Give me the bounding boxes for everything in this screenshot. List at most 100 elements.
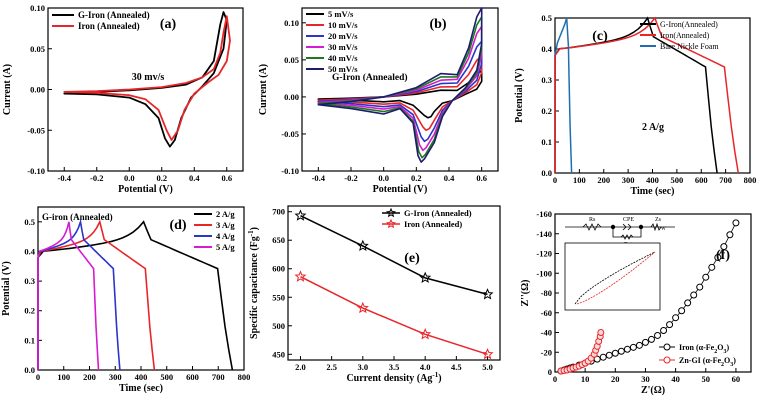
y-tick-label: 0.00 [30,85,45,95]
data-point [605,351,613,359]
legend-label: G-Iron (Annealed) [78,10,150,20]
x-tick-label: 0.2 [156,173,167,183]
y-tick-label: 0.2 [541,106,552,116]
data-point [419,271,432,283]
y-tick-label: 0.5 [24,217,35,227]
y-tick-label: -140 [536,229,552,239]
x-tick-label: 30 [641,374,650,384]
y-tick-label: 0.0 [24,365,35,375]
x-tick-label: 700 [719,175,732,185]
x-tick-label: 0.2 [411,173,422,183]
data-point [684,299,692,307]
panel-label: (b) [429,17,446,32]
legend-label-part: 2 [714,349,717,355]
legend-label: 3 A/g [216,220,235,230]
legend-label: 5 A/g [216,242,235,252]
x-tick-label: 800 [238,372,251,382]
inset-frame [564,242,661,311]
y-tick-label: 0.4 [541,44,552,54]
data-point [641,338,649,346]
series-line [317,40,483,143]
data-point [647,335,655,343]
panel-d: 0 100 200 300 400 500 600 700 800 0.0 0.1 0.2 0.3 0.4… [1,206,251,394]
series-line [37,218,121,371]
y-tick-label: 0.5 [541,13,552,23]
x-tick-label: 5.0 [482,362,493,372]
legend-label: 4 A/g [216,231,235,241]
y-axis-label: Current (A) [2,64,13,115]
y-tick-label: -20 [541,347,552,357]
y-tick-label: 0.2 [24,306,35,316]
y-tick-label: -40 [541,328,552,338]
legend-marker [663,343,671,351]
plot-frame [554,17,751,174]
x-tick-label: 4.5 [451,362,462,372]
current-density-annotation: 2 A/g [642,122,664,133]
x-tick-label: 0 [553,374,557,384]
legend-label: 20 mV/s [328,31,358,41]
legend-label: G-Iron(Annealed) [660,20,718,29]
legend-label-part: O [724,356,730,365]
x-tick-label: 400 [135,372,148,382]
y-axis-label: Potential (V) [1,261,12,316]
x-axis-label: Potential (V) [118,184,173,195]
y-axis-label-end: ) [249,227,260,230]
data-point [702,273,710,281]
series-line [554,16,740,174]
circuit-wire [612,227,642,238]
data-point [356,239,369,252]
x-tick-label: 0.4 [444,173,455,183]
x-axis-label-sup: -1 [432,371,438,379]
series-line [37,221,100,371]
legend-label-part: 3 [730,362,733,368]
x-tick-label: 500 [671,175,684,185]
y-axis-label: Potential (V) [514,68,525,123]
data-point [672,314,680,322]
legend-label: G-Iron (Annealed) [404,208,472,218]
x-tick-label: 600 [695,175,708,185]
y-tick-label: -60 [541,308,552,318]
x-tick-label: 0.0 [378,173,389,183]
legend-label: Bare Nickle Foam [660,42,719,51]
x-tick-label: 600 [186,372,199,382]
y-tick-label: 0.10 [284,18,299,28]
x-tick-label: 300 [622,175,635,185]
y-tick-label: 0.05 [284,55,299,65]
x-tick-label: 800 [744,175,757,185]
y-tick-label: 0.4 [24,246,35,256]
data-point [635,341,643,349]
legend-label: 2 A/g [216,209,235,219]
panel-c: 0 100 200 300 400 500 600 700 800 0.0 0.1 0.2 0.3 0.4… [514,13,756,197]
data-point [599,353,607,361]
legend-label: 10 mV/s [328,20,358,30]
x-tick-label: 2.0 [295,362,306,372]
legend-marker [663,356,671,364]
data-point [678,307,686,315]
y-tick-label: 0.3 [24,276,35,286]
legend-label-part: ) [726,343,729,352]
legend-label: 30 mV/s [328,42,358,52]
y-tick-label: -160 [536,209,552,219]
x-tick-label: 400 [646,175,659,185]
legend-label-part: 3 [723,349,726,355]
material-annotation: G-iron (Annealed) [42,212,113,222]
material-annotation: G-Iron (Annealed) [332,72,408,83]
panel-label: (c) [592,29,608,44]
data-point [386,207,396,218]
x-tick-label: 0 [36,372,40,382]
series-line [317,70,483,119]
x-tick-label: 0.6 [221,173,232,183]
x-tick-label: 100 [57,372,70,382]
x-tick-label: 4.0 [420,362,431,372]
y-tick-label: 0.1 [541,137,552,147]
panel-label: (a) [160,17,177,32]
x-tick-label: 0 [553,175,557,185]
x-tick-label: 700 [212,372,225,382]
data-point [356,301,369,314]
x-axis-label: Z'(Ω) [641,385,665,396]
y-tick-label: -0.05 [281,129,299,139]
plot-frame [37,206,245,371]
x-tick-label: 2.5 [326,362,337,372]
data-point [294,270,307,282]
